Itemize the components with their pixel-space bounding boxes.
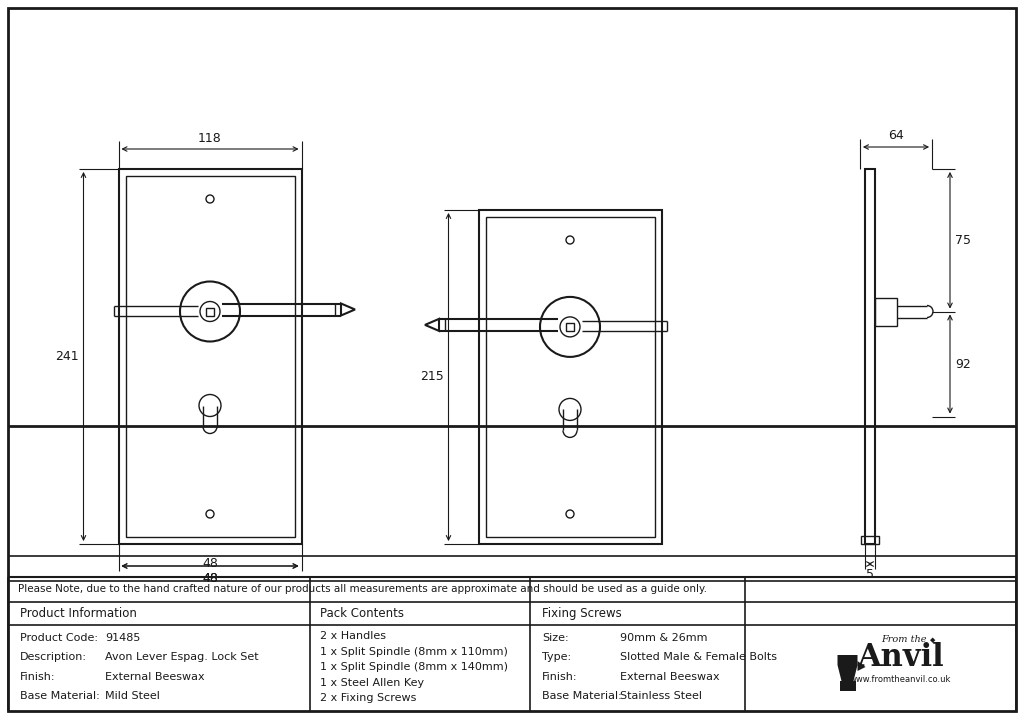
Text: Product Information: Product Information xyxy=(20,607,137,620)
Text: 241: 241 xyxy=(55,350,79,363)
Text: Pack Contents: Pack Contents xyxy=(319,607,404,620)
Text: Stainless Steel: Stainless Steel xyxy=(620,691,702,701)
Text: www.fromtheanvil.co.uk: www.fromtheanvil.co.uk xyxy=(850,675,951,684)
Text: 215: 215 xyxy=(420,370,443,383)
Text: 91485: 91485 xyxy=(105,633,140,644)
Text: External Beeswax: External Beeswax xyxy=(620,672,720,682)
Bar xyxy=(126,176,295,537)
Bar xyxy=(566,323,574,331)
Bar xyxy=(119,169,301,544)
Text: 90mm & 26mm: 90mm & 26mm xyxy=(620,633,708,644)
Bar xyxy=(865,169,874,544)
Text: Base Material:: Base Material: xyxy=(542,691,622,701)
Text: Fixing Screws: Fixing Screws xyxy=(542,607,622,620)
Text: ◆: ◆ xyxy=(930,637,935,643)
Text: 1 x Steel Allen Key: 1 x Steel Allen Key xyxy=(319,678,424,688)
Polygon shape xyxy=(838,655,857,681)
Text: 48: 48 xyxy=(202,572,218,585)
Bar xyxy=(485,217,654,537)
Text: Size:: Size: xyxy=(542,633,568,644)
Polygon shape xyxy=(857,661,865,671)
Text: Please Note, due to the hand crafted nature of our products all measurements are: Please Note, due to the hand crafted nat… xyxy=(18,585,707,595)
Text: 75: 75 xyxy=(955,234,971,247)
Text: Slotted Male & Female Bolts: Slotted Male & Female Bolts xyxy=(620,652,777,662)
Text: Finish:: Finish: xyxy=(542,672,578,682)
Text: Avon Lever Espag. Lock Set: Avon Lever Espag. Lock Set xyxy=(105,652,259,662)
Bar xyxy=(206,308,214,316)
Text: 118: 118 xyxy=(198,132,222,145)
Text: Product Code:: Product Code: xyxy=(20,633,98,644)
Text: 48: 48 xyxy=(202,557,218,570)
Text: Anvil: Anvil xyxy=(857,643,944,674)
Text: From the: From the xyxy=(881,636,927,644)
Bar xyxy=(861,536,879,544)
Polygon shape xyxy=(840,681,855,691)
Text: Description:: Description: xyxy=(20,652,87,662)
Text: 64: 64 xyxy=(888,129,904,142)
Bar xyxy=(478,210,662,544)
Text: External Beeswax: External Beeswax xyxy=(105,672,205,682)
Text: 1 x Split Spindle (8mm x 110mm): 1 x Split Spindle (8mm x 110mm) xyxy=(319,646,508,656)
Text: Finish:: Finish: xyxy=(20,672,55,682)
Text: 5: 5 xyxy=(866,568,874,581)
Bar xyxy=(874,298,897,326)
Text: 1 x Split Spindle (8mm x 140mm): 1 x Split Spindle (8mm x 140mm) xyxy=(319,662,508,672)
Text: Mild Steel: Mild Steel xyxy=(105,691,160,701)
Text: 2 x Fixing Screws: 2 x Fixing Screws xyxy=(319,694,417,703)
Text: Base Material:: Base Material: xyxy=(20,691,99,701)
Text: 2 x Handles: 2 x Handles xyxy=(319,631,386,641)
Text: Type:: Type: xyxy=(542,652,571,662)
Text: 92: 92 xyxy=(955,357,971,370)
Text: 48: 48 xyxy=(202,572,218,585)
